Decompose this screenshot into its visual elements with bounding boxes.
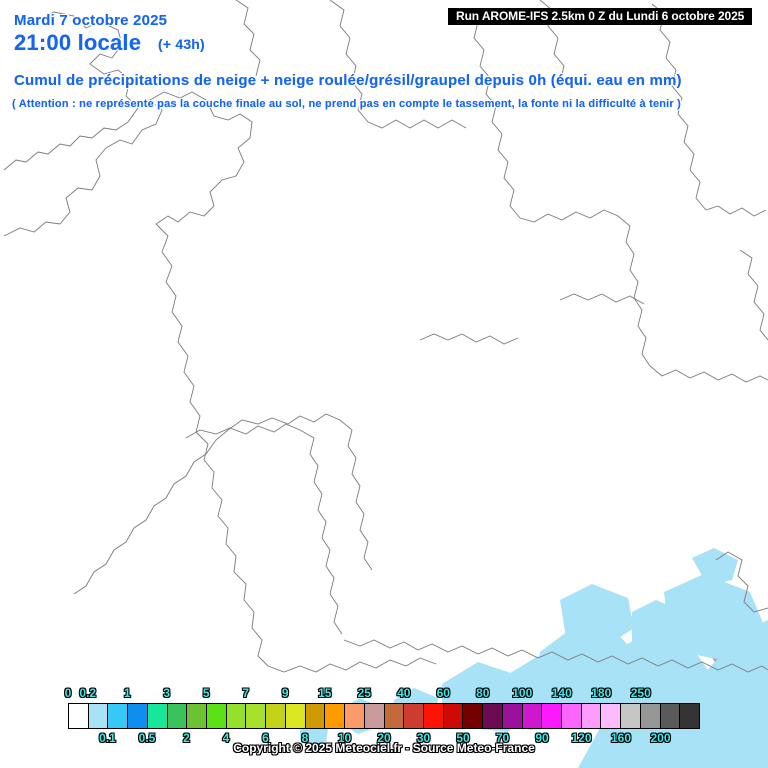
legend-tick-label: 50 xyxy=(456,731,470,745)
legend-tick-label: 15 xyxy=(318,686,332,700)
legend-swatch xyxy=(88,704,109,728)
legend-swatch xyxy=(128,704,148,728)
legend-tick-label: 4 xyxy=(222,731,230,745)
legend-swatch xyxy=(69,704,89,728)
legend-tick-label: 70 xyxy=(495,731,510,745)
legend-tick-label: 7 xyxy=(242,686,250,700)
legend-swatch xyxy=(660,704,681,728)
legend-swatch xyxy=(581,704,602,728)
legend-tick-label: 8 xyxy=(301,731,309,745)
model-run-banner: Run AROME-IFS 2.5km 0 Z du Lundi 6 octob… xyxy=(448,8,753,25)
legend-swatch xyxy=(384,704,405,728)
legend-tick-label: 140 xyxy=(551,686,572,700)
legend-swatch xyxy=(640,704,661,728)
map-borders xyxy=(3,0,768,673)
legend-tick-label: 20 xyxy=(377,731,391,745)
legend-swatch xyxy=(601,704,622,728)
copyright-notice: Copyright © 2025 Meteociel.fr - Source M… xyxy=(233,741,535,755)
legend-tick-label: 160 xyxy=(610,731,632,745)
legend-swatch xyxy=(502,704,523,728)
legend-swatch xyxy=(542,704,562,728)
legend-tick-label: 0.2 xyxy=(79,686,97,700)
forecast-time: 21:00 locale xyxy=(14,30,142,55)
legend-tick-label: 90 xyxy=(535,731,549,745)
legend-tick-label: 120 xyxy=(571,731,592,745)
legend-swatch xyxy=(187,704,208,728)
map-title: Cumul de précipitations de neige + neige… xyxy=(14,72,682,89)
legend-swatch xyxy=(364,704,385,728)
legend-tick-label: 9 xyxy=(281,686,289,700)
legend-swatch xyxy=(147,704,168,728)
legend-swatch xyxy=(680,704,699,728)
legend-swatch xyxy=(246,704,267,728)
color-scale-legend: 0 0.2 1 3 5 7 9 15 25 40 60 80 100 140 180 250 0.1 0.5 2 4 6… xyxy=(0,684,768,746)
legend-swatch xyxy=(305,704,326,728)
legend-tick-label: 0.5 xyxy=(138,731,156,745)
legend-tick-label: 0.1 xyxy=(99,731,116,745)
legend-swatch xyxy=(561,704,582,728)
legend-tick-label: 3 xyxy=(163,686,171,700)
legend-swatch xyxy=(226,704,247,728)
legend-swatch xyxy=(325,704,346,728)
legend-swatch xyxy=(621,704,641,728)
legend-swatch xyxy=(345,704,365,728)
legend-tick-label: 0 xyxy=(64,686,72,700)
legend-swatch xyxy=(167,704,188,728)
legend-tick-label: 30 xyxy=(416,731,431,745)
legend-swatch xyxy=(207,704,227,728)
color-scale-bar[interactable] xyxy=(68,703,700,729)
forecast-date: Mardi 7 octobre 2025 xyxy=(14,12,168,29)
legend-swatch xyxy=(443,704,464,728)
legend-swatch xyxy=(404,704,424,728)
legend-tick-label: 100 xyxy=(512,686,533,700)
legend-swatch xyxy=(522,704,543,728)
legend-swatch xyxy=(463,704,484,728)
legend-tick-label: 2 xyxy=(183,731,190,745)
legend-tick-label: 80 xyxy=(476,686,490,700)
legend-tick-label: 10 xyxy=(337,731,352,745)
map-subtitle-warning: ( Attention : ne représente pas la couch… xyxy=(12,98,682,110)
legend-tick-label: 60 xyxy=(436,686,450,700)
forecast-lead-offset: (+ 43h) xyxy=(158,36,205,52)
legend-tick-label: 250 xyxy=(630,686,651,700)
legend-swatch xyxy=(423,704,444,728)
legend-tick-label: 40 xyxy=(397,686,411,700)
legend-swatch xyxy=(266,704,286,728)
legend-swatch xyxy=(108,704,129,728)
legend-tick-label: 180 xyxy=(591,686,612,700)
legend-swatch xyxy=(285,704,306,728)
legend-tick-label: 6 xyxy=(262,731,269,745)
legend-tick-label: 5 xyxy=(202,686,210,700)
legend-tick-label: 1 xyxy=(123,686,131,700)
legend-swatch xyxy=(483,704,503,728)
legend-tick-label: 200 xyxy=(650,731,671,745)
legend-tick-label: 25 xyxy=(357,686,371,700)
